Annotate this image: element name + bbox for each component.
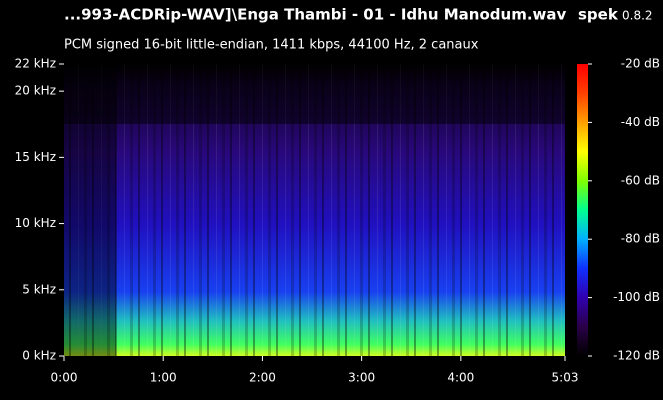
app-version: 0.8.2 — [622, 9, 653, 23]
y-tick-label: 15 kHz — [15, 150, 56, 164]
colorbar-tick-label: -80 dB — [621, 232, 660, 246]
file-title: ...993-ACDRip-WAV]\Enga Thambi - 01 - Id… — [64, 6, 567, 24]
colorbar-tick-label: -20 dB — [621, 57, 660, 71]
y-tick-label: 22 kHz — [15, 57, 56, 71]
colorbar-tick-label: -120 dB — [613, 349, 660, 363]
x-tick-label: 2:00 — [249, 371, 276, 385]
x-tick-label: 3:00 — [348, 371, 375, 385]
spectrogram-image — [64, 64, 565, 356]
colorbar-tick-label: -40 dB — [621, 115, 660, 129]
colorbar-tick-label: -60 dB — [621, 173, 660, 187]
x-tick-label: 0:00 — [51, 371, 78, 385]
x-tick-label: 1:00 — [150, 371, 177, 385]
app-name: spek — [578, 6, 619, 24]
y-tick-label: 0 kHz — [22, 349, 56, 363]
x-tick-label: 4:00 — [447, 371, 474, 385]
y-tick-label: 5 kHz — [22, 282, 56, 296]
colorbar-tick-label: -100 dB — [613, 290, 660, 304]
subtitle: PCM signed 16-bit little-endian, 1411 kb… — [64, 38, 479, 53]
x-tick-label: 5:03 — [552, 371, 579, 385]
colorbar — [577, 64, 588, 356]
y-tick-label: 20 kHz — [15, 84, 56, 98]
y-tick-label: 10 kHz — [15, 216, 56, 230]
